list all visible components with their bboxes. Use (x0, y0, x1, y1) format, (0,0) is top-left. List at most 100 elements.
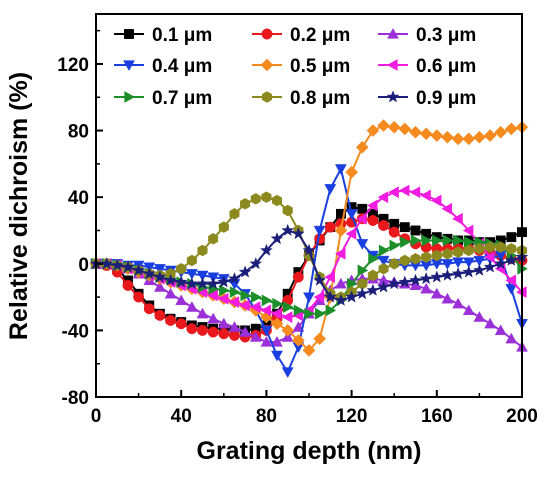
data-point (442, 248, 453, 260)
data-point (207, 289, 218, 302)
x-tick-label: 80 (256, 406, 277, 427)
data-point (176, 263, 187, 275)
data-point (334, 293, 348, 306)
data-point (186, 254, 197, 267)
data-point (366, 124, 380, 137)
data-point (356, 239, 369, 250)
data-point (197, 324, 208, 336)
data-point (388, 186, 399, 199)
data-point (291, 227, 305, 240)
legend-item: 0.8 μm (252, 88, 350, 109)
legend-item: 0.9 μm (378, 88, 476, 109)
data-point (474, 243, 485, 255)
y-tick-label: 40 (68, 188, 89, 209)
data-point (378, 263, 389, 275)
data-point (270, 232, 284, 245)
data-point (389, 258, 400, 270)
data-point (185, 269, 198, 280)
data-point (121, 260, 135, 273)
data-point (377, 255, 390, 267)
data-point (451, 266, 465, 280)
data-point (367, 269, 378, 282)
data-point (441, 130, 454, 144)
data-point (377, 119, 390, 132)
data-point (346, 277, 358, 290)
data-point (410, 225, 421, 236)
legend-marker (124, 91, 136, 103)
data-point (334, 247, 346, 260)
ticks-layer: 0 40 80 120 160 200 -80 -40 0 40 80 120 (57, 29, 538, 427)
data-point (505, 274, 517, 287)
data-point (249, 331, 262, 342)
data-point (271, 335, 283, 347)
data-point (378, 244, 390, 257)
data-point (271, 350, 283, 362)
data-point (229, 286, 241, 299)
data-point (238, 265, 252, 278)
data-point (313, 273, 327, 286)
data-point (430, 129, 444, 142)
data-point (272, 194, 283, 207)
data-point (219, 284, 230, 297)
legend-marker (124, 29, 134, 39)
data-point (420, 282, 433, 294)
data-point (240, 289, 252, 302)
data-point (227, 271, 241, 285)
data-point (324, 221, 336, 233)
data-point (345, 165, 359, 179)
y-tick-label: 120 (57, 55, 89, 76)
data-point (165, 314, 177, 326)
data-point (462, 257, 475, 269)
data-point (451, 132, 465, 146)
legend-label: 0.4 μm (152, 56, 212, 77)
data-point (398, 122, 412, 136)
data-point (431, 249, 442, 262)
data-point (462, 224, 474, 237)
data-point (378, 220, 390, 231)
legend-item: 0.3 μm (378, 25, 476, 46)
data-point (154, 309, 166, 321)
legend-item: 0.4 μm (114, 56, 212, 77)
data-point (473, 130, 486, 144)
data-point (281, 323, 295, 337)
x-tick-label: 200 (506, 406, 538, 427)
data-point (420, 189, 431, 202)
data-point (409, 186, 421, 199)
y-tick-label: -40 (62, 321, 89, 342)
data-point (504, 122, 518, 136)
data-point (484, 251, 495, 264)
data-point (505, 284, 518, 295)
data-point (206, 276, 220, 290)
data-point (197, 244, 208, 257)
data-point (185, 301, 198, 312)
data-point (324, 184, 337, 195)
data-point (462, 304, 475, 316)
data-point (249, 301, 261, 314)
data-point (185, 276, 199, 290)
data-point (228, 321, 241, 332)
data-point (453, 246, 464, 258)
series-9 (89, 223, 529, 306)
data-point (217, 275, 231, 288)
data-point (270, 307, 282, 320)
legend-marker (386, 59, 398, 71)
data-point (143, 303, 155, 315)
data-point (430, 270, 444, 283)
data-point (442, 234, 454, 247)
data-point (291, 333, 305, 347)
data-point (292, 271, 304, 283)
data-point (357, 203, 368, 214)
data-point (122, 279, 134, 291)
data-point (100, 256, 114, 270)
data-point (462, 132, 476, 146)
data-point (409, 125, 422, 139)
data-point (355, 286, 369, 300)
data-point (366, 199, 378, 212)
data-point (302, 343, 316, 357)
data-point (164, 273, 177, 286)
data-point (325, 304, 337, 317)
legend-label: 0.2 μm (290, 25, 350, 46)
data-point (260, 325, 273, 337)
data-point (483, 129, 497, 142)
